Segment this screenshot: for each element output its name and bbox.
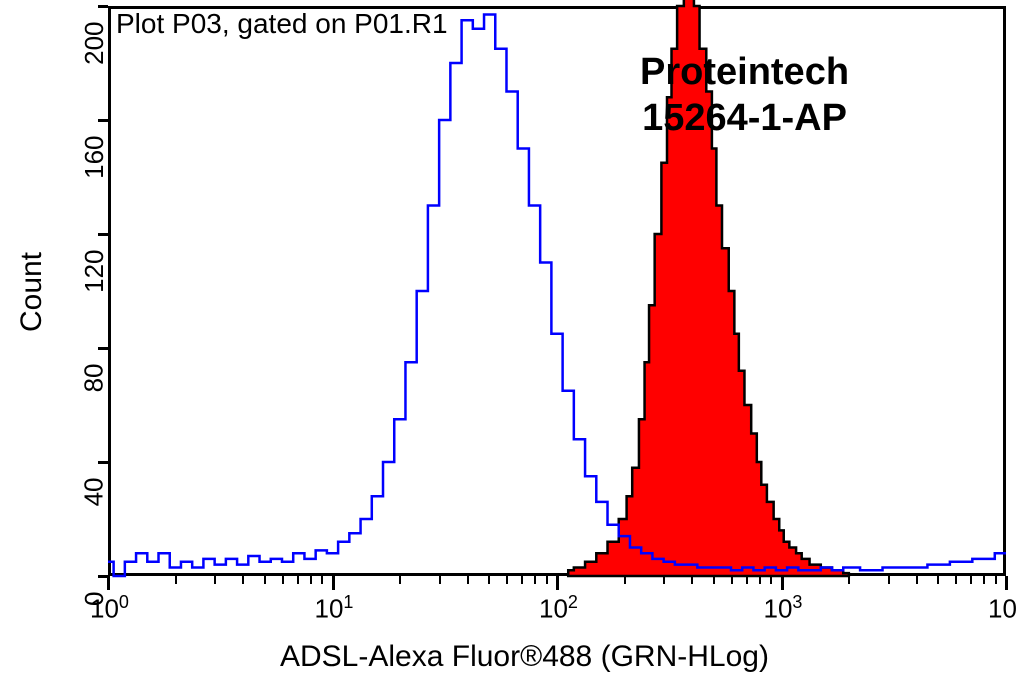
series-control	[108, 15, 1006, 576]
x-tick-label: 100	[90, 592, 129, 625]
x-tick-minor	[297, 576, 299, 584]
x-tick-label: 101	[315, 592, 354, 625]
x-tick-minor	[759, 576, 761, 584]
x-tick-minor	[624, 576, 626, 584]
x-tick-minor	[888, 576, 890, 584]
y-tick-label: 40	[79, 478, 110, 507]
x-tick-minor	[731, 576, 733, 584]
plot-title: Plot P03, gated on P01.R1	[116, 8, 448, 40]
x-tick-minor	[321, 576, 323, 584]
y-tick-label: 120	[79, 250, 110, 293]
x-tick-minor	[663, 576, 665, 584]
x-tick-label: 104	[988, 592, 1016, 625]
x-tick-minor	[521, 576, 523, 584]
x-tick-minor	[691, 576, 693, 584]
x-tick-label: 103	[764, 592, 803, 625]
y-tick	[98, 119, 108, 122]
x-tick-minor	[175, 576, 177, 584]
x-tick-minor	[970, 576, 972, 584]
x-tick-minor	[506, 576, 508, 584]
x-tick-major	[556, 576, 559, 590]
x-tick-minor	[282, 576, 284, 584]
x-tick-major	[781, 576, 784, 590]
x-tick-minor	[467, 576, 469, 584]
x-tick-minor	[310, 576, 312, 584]
y-tick-label: 160	[79, 136, 110, 179]
y-tick	[98, 233, 108, 236]
x-tick-major	[332, 576, 335, 590]
watermark-line2: 15264-1-AP	[640, 96, 849, 142]
x-tick-minor	[546, 576, 548, 584]
y-tick-label: 200	[79, 22, 110, 65]
x-tick-minor	[399, 576, 401, 584]
y-axis-label: Count	[15, 252, 49, 332]
x-tick-minor	[848, 576, 850, 584]
x-tick-minor	[995, 576, 997, 584]
x-tick-minor	[713, 576, 715, 584]
x-tick-minor	[770, 576, 772, 584]
watermark-text: Proteintech 15264-1-AP	[640, 50, 849, 141]
x-tick-minor	[214, 576, 216, 584]
y-tick	[98, 347, 108, 350]
x-tick-minor	[746, 576, 748, 584]
x-tick-minor	[983, 576, 985, 584]
x-tick-minor	[916, 576, 918, 584]
y-tick-label: 80	[79, 364, 110, 393]
x-tick-minor	[937, 576, 939, 584]
x-tick-label: 102	[539, 592, 578, 625]
x-tick-minor	[242, 576, 244, 584]
x-axis-label: ADSL-Alexa Fluor®488 (GRN-HLog)	[280, 640, 769, 674]
x-tick-minor	[955, 576, 957, 584]
x-tick-major	[107, 576, 110, 590]
x-tick-minor	[488, 576, 490, 584]
x-tick-major	[1005, 576, 1008, 590]
x-tick-minor	[534, 576, 536, 584]
x-tick-minor	[439, 576, 441, 584]
x-tick-minor	[264, 576, 266, 584]
y-tick	[98, 5, 108, 8]
watermark-line1: Proteintech	[640, 50, 849, 96]
y-tick	[98, 461, 108, 464]
